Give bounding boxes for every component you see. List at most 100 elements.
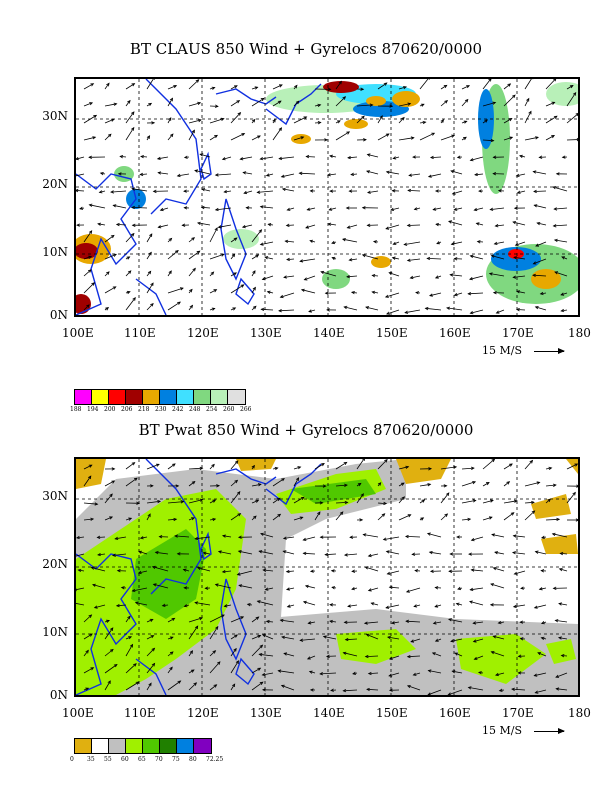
wind-vector: [515, 241, 526, 246]
wind-vector: [251, 500, 259, 504]
wind-vector-head: [79, 206, 84, 210]
wind-vector-head: [199, 498, 204, 502]
wind-vector-head: [220, 253, 225, 257]
scale-label: 15 M/S: [482, 724, 522, 737]
wind-vector: [174, 535, 190, 538]
wind-vector-head: [260, 97, 265, 102]
wind-vector-head: [139, 536, 144, 540]
wind-vector-head: [277, 669, 282, 673]
wind-vector: [493, 635, 505, 640]
wind-vector: [470, 309, 484, 314]
wind-vector-head: [351, 586, 355, 591]
wind-vector-head: [455, 602, 460, 606]
wind-vector: [470, 255, 484, 260]
wind-vector-head: [470, 466, 475, 470]
wind-vector-head: [243, 190, 248, 195]
wind-vector-head: [492, 291, 497, 295]
wind-vector-head: [331, 256, 336, 261]
wind-vector: [83, 502, 98, 505]
wind-vector: [545, 102, 555, 107]
wind-vector-head: [554, 619, 559, 623]
wind-vector: [351, 173, 358, 175]
wind-vector-head: [282, 536, 287, 540]
wind-vector: [482, 459, 495, 470]
wind-vector-head: [215, 625, 219, 630]
wind-vector: [293, 496, 305, 504]
wind-vector: [393, 156, 400, 159]
wind-vector: [524, 460, 533, 470]
wind-vector: [272, 84, 283, 90]
wind-vector-head: [401, 116, 405, 121]
wind-vector-head: [236, 491, 241, 495]
wind-vector: [267, 291, 274, 294]
wind-vector-head: [469, 254, 474, 259]
wind-vector-head: [279, 618, 284, 623]
wind-vector-head: [405, 534, 409, 539]
colorbar-tick-label: 194: [87, 406, 99, 413]
wind-vector-head: [106, 619, 110, 623]
panel1-title: BT CLAUS 850 Wind + Gyrelocs 870620/0000: [129, 40, 483, 58]
wind-vector-head: [169, 636, 174, 640]
wind-vector: [215, 173, 232, 176]
wind-vector-head: [575, 113, 578, 117]
wind-vector: [429, 292, 442, 297]
wind-vector: [428, 670, 442, 674]
wind-vector-head: [421, 499, 426, 503]
wind-vector-head: [517, 654, 522, 658]
wind-vector-head: [449, 273, 454, 277]
wind-vector: [260, 206, 274, 209]
wind-vector: [188, 617, 203, 623]
wind-vector: [83, 650, 89, 657]
wind-vector: [135, 602, 148, 606]
wind-vector-head: [175, 250, 179, 254]
wind-vector: [534, 604, 547, 609]
wind-vector: [230, 491, 241, 504]
colorbar-tick-label: 260: [223, 406, 235, 413]
wind-vector: [516, 173, 526, 177]
wind-vector-head: [89, 633, 93, 637]
wind-vector: [456, 603, 463, 606]
wind-vector: [469, 275, 484, 280]
wind-vector: [261, 308, 274, 311]
wind-vector-head: [295, 100, 300, 105]
colorbar-tick-label: 242: [172, 406, 184, 413]
wind-vector: [561, 655, 568, 657]
wind-vector-head: [284, 239, 289, 244]
wind-vector: [222, 570, 232, 573]
wind-vector-head: [110, 234, 115, 239]
wind-vector-head: [88, 614, 93, 618]
wind-vector: [230, 133, 245, 141]
wind-vector: [230, 100, 240, 107]
wind-vector-head: [342, 651, 347, 655]
wind-vector-head: [111, 553, 116, 557]
wind-vector-head: [498, 688, 503, 692]
wind-vector: [167, 666, 173, 674]
wind-vector: [286, 258, 295, 260]
wind-vector-head: [426, 532, 431, 536]
wind-vector: [83, 102, 93, 107]
wind-vector-head: [151, 121, 156, 125]
wind-vector-head: [473, 656, 478, 660]
wind-vector-head: [366, 687, 370, 692]
wind-vector: [251, 483, 261, 487]
wind-vector: [76, 173, 85, 177]
wind-vector-head: [252, 515, 257, 520]
wind-vector: [259, 653, 274, 657]
wind-vector: [303, 552, 316, 555]
wind-vector: [566, 492, 576, 504]
colorbar-swatch: [143, 390, 160, 404]
wind-vector-head: [127, 615, 131, 620]
wind-vector-head: [308, 309, 312, 313]
wind-vector-head: [351, 569, 356, 573]
wind-vector: [314, 511, 321, 521]
wind-vector-head: [183, 586, 188, 590]
wind-vector-head: [413, 207, 418, 211]
wind-vector-head: [276, 497, 281, 502]
wind-vector-head: [302, 600, 307, 604]
wind-vector: [251, 135, 261, 141]
wind-vector-head: [535, 136, 539, 140]
wind-vector-head: [434, 586, 439, 590]
wind-vector: [167, 463, 176, 470]
wind-vector: [516, 309, 526, 311]
wind-vector-head: [492, 172, 497, 176]
